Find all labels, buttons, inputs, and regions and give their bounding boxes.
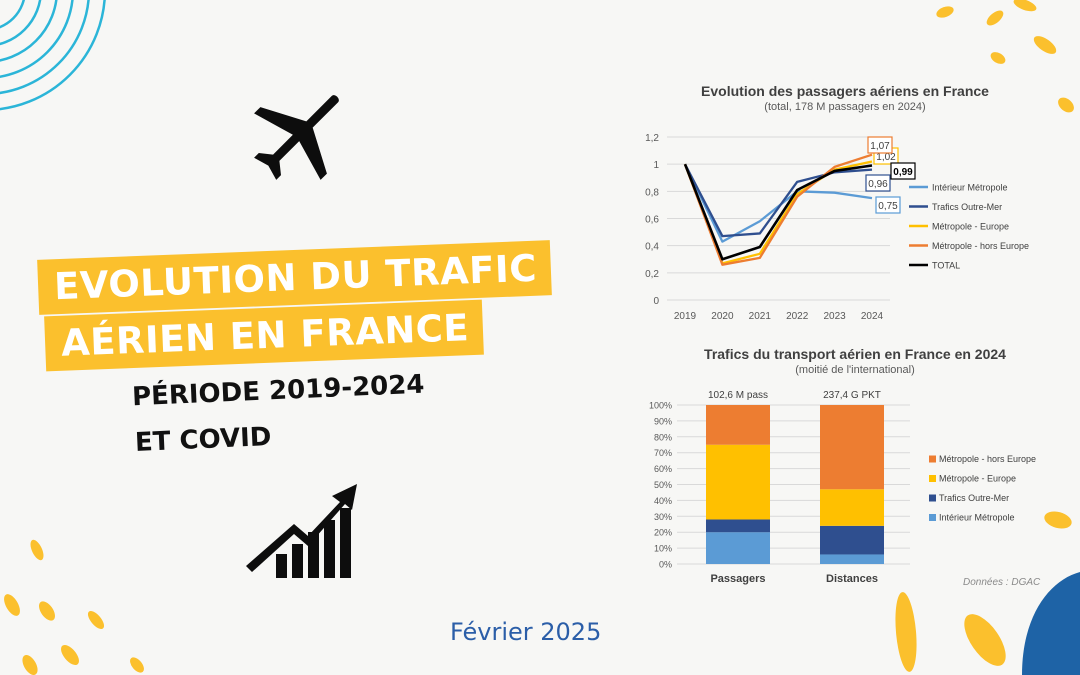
bar-segment [820,554,884,564]
y-tick-label: 0,8 [645,187,659,198]
total-label: 237,4 G PKT [823,390,881,401]
bar-chart-subtitle: (moitié de l'international) [795,364,915,376]
category-label: Distances [826,573,878,585]
line-chart-title: Evolution des passagers aériens en Franc… [701,83,989,99]
date-label: Février 2025 [450,618,602,646]
bar-segment [706,405,770,445]
series-line [683,163,873,261]
y-tick-label: 1,2 [645,133,659,144]
data-label: 0,96 [868,179,888,190]
y-tick-label: 0,6 [645,215,659,226]
y-tick-label: 50% [654,480,672,490]
y-tick-label: 80% [654,432,672,442]
series-line [683,163,873,243]
x-tick-label: 2020 [711,311,734,322]
y-tick-label: 0% [659,560,672,570]
line-chart-subtitle: (total, 178 M passagers en 2024) [764,101,926,113]
x-tick-label: 2019 [674,311,697,322]
bar-segment [820,489,884,526]
x-tick-label: 2023 [823,311,846,322]
y-tick-label: 20% [654,528,672,538]
y-tick-label: 1 [653,160,659,171]
legend-swatch [929,475,936,482]
data-label-box [875,196,901,214]
legend-label: Trafics Outre-Mer [939,493,1009,503]
y-tick-label: 60% [654,464,672,474]
y-tick-label: 0,4 [645,242,659,253]
covid-label: ET COVID [134,422,273,458]
legend-label: Métropole - hors Europe [932,241,1029,251]
data-label: 1,02 [876,152,896,163]
bar-chart-title: Trafics du transport aérien en France en… [704,346,1006,362]
bar-segment [820,525,884,555]
x-tick-label: 2021 [749,311,772,322]
data-label-box [867,136,893,154]
concentric-arcs-decoration [0,0,106,111]
total-label: 102,6 M pass [708,390,768,401]
y-tick-label: 0,2 [645,269,659,280]
data-label-box [890,162,916,180]
series-line [683,160,873,265]
y-tick-label: 30% [654,512,672,522]
legend-label: TOTAL [932,261,960,271]
headline-line-2: AÉRIEN EN FRANCE [60,306,470,365]
legend-label: Métropole - Europe [932,222,1009,232]
x-tick-label: 2024 [861,311,884,322]
yellow-dashes-bottom-right [895,511,1072,672]
legend-label: Intérieur Métropole [932,183,1008,193]
y-tick-label: 40% [654,496,672,506]
data-label: 0,75 [878,201,898,212]
data-label-box [865,174,891,192]
legend-swatch [929,514,936,521]
data-label: 1,07 [870,141,890,152]
y-tick-label: 100% [649,401,672,411]
legend-swatch [929,455,936,463]
bar-chart: 0% 10% 20% 30% 40% 50% 60% 70% 80% 90% 100% Passage… [649,390,1036,585]
series-line [683,163,873,238]
category-label: Passagers [710,573,765,585]
legend-label: Métropole - Europe [939,474,1016,484]
legend-label: Métropole - hors Europe [939,454,1036,464]
bar-segment [706,532,770,564]
legend-label: Intérieur Métropole [939,513,1015,523]
y-tick-label: 90% [654,416,672,426]
y-tick-label: 0 [653,296,659,307]
airplane-icon [254,95,339,180]
series-line [683,153,873,266]
bar-segment [706,444,770,520]
data-label: 0,99 [893,167,913,178]
yellow-dashes-top-right [936,0,1074,113]
bar-segment [706,519,770,533]
yellow-dashes-bottom-left [4,539,144,675]
y-tick-label: 10% [654,544,672,554]
legend-label: Trafics Outre-Mer [932,202,1002,212]
y-tick-label: 70% [654,448,672,458]
line-chart: 0 0,2 0,4 0,6 0,8 1 1,2 2019 2020 2021 2022 2023 202… [645,133,1029,322]
growth-chart-icon [246,484,357,578]
bar-segment [820,405,884,490]
legend-swatch [929,494,936,502]
source-note: Données : DGAC [963,577,1041,588]
blue-corner-shape [1022,572,1080,675]
x-tick-label: 2022 [786,311,809,322]
